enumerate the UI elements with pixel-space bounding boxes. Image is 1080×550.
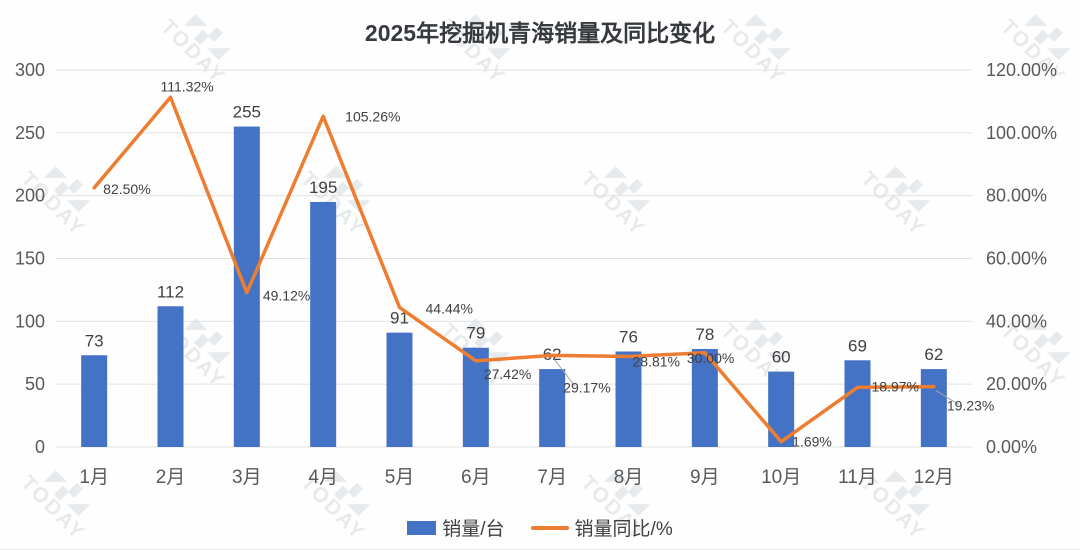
x-axis-label: 3月 <box>232 467 262 488</box>
bar-label: 69 <box>848 336 867 355</box>
label-leader-line <box>935 390 960 406</box>
right-axis-tick: 40.00% <box>986 311 1047 331</box>
line-label: 18.97% <box>872 378 919 394</box>
bar-8月 <box>615 351 642 447</box>
label-leader-line <box>553 359 576 387</box>
left-axis-tick: 250 <box>15 123 45 143</box>
x-axis-label: 4月 <box>308 467 338 488</box>
bar-5月 <box>386 332 413 447</box>
bar-label: 79 <box>466 324 485 343</box>
x-axis-label: 6月 <box>461 467 491 488</box>
legend-bar-swatch <box>407 520 437 535</box>
line-label: 29.17% <box>563 379 610 395</box>
legend-line-swatch <box>530 525 569 530</box>
x-axis-label: 11月 <box>838 467 877 488</box>
right-axis-tick: 20.00% <box>986 374 1047 394</box>
right-axis-tick: 100.00% <box>986 123 1057 143</box>
chart-title: 2025年挖掘机青海销量及同比变化 <box>364 20 716 46</box>
line-label: 105.26% <box>345 108 400 124</box>
x-axis-label: 10月 <box>761 467 801 488</box>
bar-7月 <box>539 369 566 447</box>
legend-item-yoy: 销量同比/% <box>530 514 673 541</box>
right-axis-tick: 120.00% <box>986 60 1057 80</box>
bar-4月 <box>310 201 337 447</box>
legend-item-sales: 销量/台 <box>407 514 505 541</box>
legend-yoy-label: 销量同比/% <box>574 519 673 540</box>
chart-legend: 销量/台 销量同比/% <box>0 514 1080 541</box>
right-axis-tick: 60.00% <box>986 249 1047 269</box>
line-label: 27.42% <box>484 366 531 382</box>
left-axis-tick: 100 <box>15 311 45 331</box>
line-label: 49.12% <box>263 288 310 304</box>
x-axis-label: 12月 <box>914 467 954 488</box>
right-axis-tick: 0.00% <box>986 437 1037 457</box>
bar-12月 <box>920 369 947 447</box>
x-axis-label: 9月 <box>690 467 720 488</box>
right-axis-tick: 80.00% <box>986 186 1047 206</box>
bar-label: 76 <box>619 327 638 346</box>
bar-2月 <box>157 306 184 447</box>
left-axis-tick: 50 <box>25 374 45 394</box>
line-label: 44.44% <box>426 300 473 316</box>
left-axis-tick: 0 <box>35 437 45 457</box>
line-label: 1.69% <box>792 434 832 450</box>
line-label: 30.00% <box>687 350 734 366</box>
bar-label: 112 <box>157 282 184 301</box>
bar-label: 195 <box>309 178 337 197</box>
bar-label: 91 <box>390 309 409 328</box>
x-axis-label: 5月 <box>385 467 415 488</box>
line-label: 28.81% <box>633 353 680 369</box>
bar-3月 <box>233 126 260 448</box>
bar-label: 73 <box>85 331 104 350</box>
bar-11月 <box>844 360 871 447</box>
left-axis-tick: 200 <box>15 186 45 206</box>
bar-label: 78 <box>695 325 714 344</box>
line-label: 111.32% <box>161 78 214 94</box>
x-axis-label: 2月 <box>156 467 186 488</box>
yoy-line <box>92 95 936 444</box>
line-label: 82.50% <box>103 181 150 197</box>
bar-1月 <box>81 355 108 447</box>
line-label: 19.23% <box>947 398 994 414</box>
bar-label: 60 <box>772 348 791 367</box>
x-axis-label: 7月 <box>537 467 567 488</box>
bar-label: 62 <box>924 345 943 364</box>
bar-6月 <box>462 347 489 447</box>
bar-label: 255 <box>233 103 261 122</box>
left-axis-tick: 150 <box>15 249 45 269</box>
left-axis-tick: 300 <box>15 60 45 80</box>
x-axis-label: 1月 <box>79 467 109 488</box>
x-axis-label: 8月 <box>614 467 644 488</box>
legend-sales-label: 销量/台 <box>442 519 505 540</box>
